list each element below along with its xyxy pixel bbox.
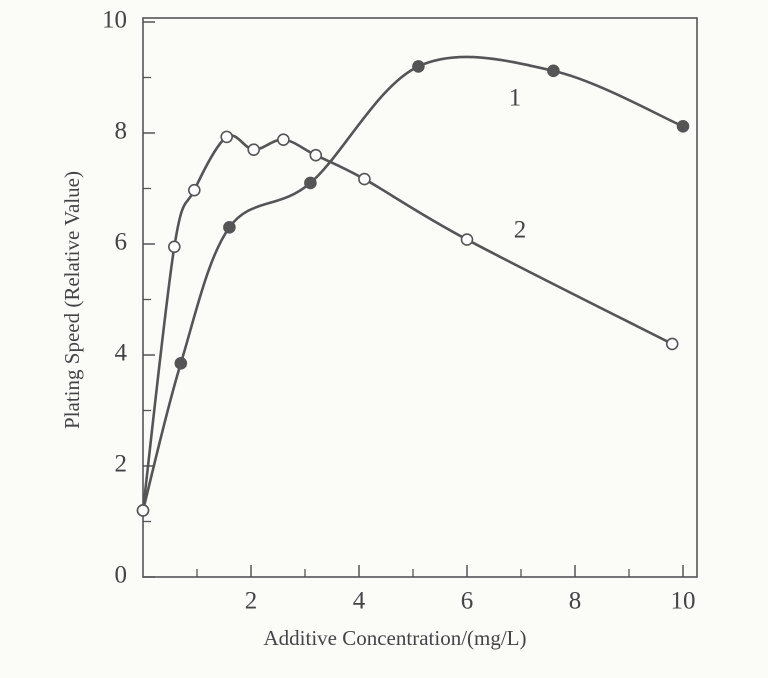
data-point — [174, 357, 188, 370]
data-point — [223, 221, 236, 234]
data-point — [188, 183, 201, 197]
data-point — [136, 504, 150, 517]
y-tick-label: 10 — [102, 7, 127, 34]
y-tick-label: 4 — [115, 340, 128, 367]
data-point — [676, 120, 690, 133]
data-point — [309, 148, 323, 162]
data-point — [168, 240, 181, 254]
x-tick-label: 6 — [461, 588, 474, 615]
plot-frame — [142, 17, 698, 578]
y-tick-label: 0 — [115, 562, 128, 589]
y-axis-title: Plating Speed (Relative Value) — [60, 171, 84, 429]
x-tick-label: 10 — [671, 588, 696, 615]
curve-label: 1 — [509, 85, 522, 112]
fit-curve — [141, 55, 684, 511]
y-tick-label: 2 — [115, 451, 128, 478]
data-point — [460, 233, 474, 246]
data-point — [277, 133, 290, 146]
y-tick-label: 8 — [115, 118, 128, 145]
data-point — [247, 143, 260, 156]
x-tick-label: 2 — [245, 588, 258, 615]
data-point — [358, 172, 371, 186]
y-tick-label: 6 — [115, 229, 128, 256]
fit-curve — [141, 134, 673, 511]
data-point — [665, 337, 679, 351]
x-axis-title: Additive Concentration/(mg/L) — [263, 626, 526, 650]
curve-label: 2 — [514, 217, 527, 244]
data-point — [412, 60, 425, 73]
data-point — [547, 64, 560, 78]
data-point — [304, 176, 317, 190]
data-point — [220, 130, 233, 144]
x-tick-label: 8 — [569, 588, 582, 615]
x-tick-label: 4 — [353, 588, 366, 615]
